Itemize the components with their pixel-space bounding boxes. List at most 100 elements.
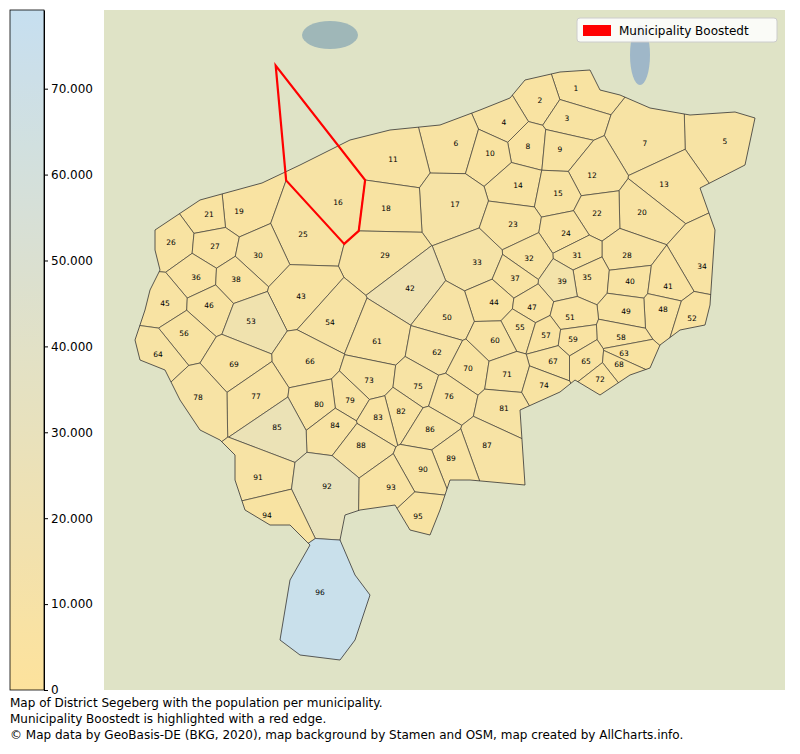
region-label: 50: [442, 313, 452, 322]
region-label: 56: [179, 329, 189, 338]
region-label: 38: [231, 275, 241, 284]
region: [104, 10, 225, 233]
tick-mark: [44, 346, 48, 347]
tick-mark: [44, 432, 48, 433]
colorbar: [10, 10, 44, 690]
region-label: 62: [432, 348, 442, 357]
region-label: 27: [210, 242, 220, 251]
caption: Municipality Boostedt is highlighted wit…: [10, 712, 326, 726]
region-label: 90: [418, 465, 428, 474]
region: [104, 538, 474, 690]
region-label: 3: [565, 114, 570, 123]
region-label: 41: [663, 282, 673, 291]
region-label: 11: [388, 155, 398, 164]
region-label: 93: [386, 483, 396, 492]
region-label: 5: [723, 137, 728, 146]
map-background: [104, 10, 785, 690]
region-label: 12: [587, 171, 597, 180]
region: [104, 111, 194, 272]
region: [604, 26, 685, 176]
region-label: 1: [574, 84, 579, 93]
region: [522, 366, 583, 479]
tick-label: 70.000: [51, 82, 93, 96]
region-label: 32: [524, 254, 534, 263]
legend: Municipality Boostedt: [577, 18, 777, 42]
region: [648, 245, 694, 301]
region: [104, 437, 295, 533]
legend-swatch: [583, 25, 611, 36]
tick-label: 60.000: [51, 168, 93, 182]
region: [568, 136, 628, 196]
region-label: 28: [622, 251, 632, 260]
tick-mark: [44, 604, 48, 605]
region: [344, 298, 410, 365]
region-label: 31: [572, 251, 582, 260]
region-label: 20: [637, 208, 647, 217]
region-label: 59: [568, 335, 578, 344]
region-label: 19: [234, 207, 244, 216]
region-label: 26: [166, 238, 176, 247]
region-label: 80: [314, 400, 324, 409]
district-border: [135, 70, 755, 660]
region-label: 87: [482, 441, 492, 450]
tick: 20.000: [44, 512, 93, 526]
region: [607, 265, 651, 298]
highlight-edge: [276, 66, 365, 244]
region-label: 33: [472, 258, 482, 267]
region-label: 36: [191, 273, 201, 282]
region: [104, 363, 228, 530]
region-label: 54: [325, 318, 335, 327]
region-label: 88: [356, 441, 366, 450]
region-label: 24: [561, 229, 571, 238]
tick-label: 30.000: [51, 426, 93, 440]
region-label: 35: [582, 273, 592, 282]
tick: 70.000: [44, 82, 93, 96]
tick-mark: [44, 175, 48, 176]
region: [104, 489, 315, 684]
region: [484, 163, 542, 207]
region-label: 82: [396, 407, 406, 416]
region: [358, 454, 415, 543]
region-label: 58: [616, 333, 626, 342]
tick: 60.000: [44, 168, 93, 182]
tick-mark: [44, 690, 48, 691]
regions: [104, 10, 785, 690]
region-label: 72: [595, 375, 605, 384]
region-label: 39: [557, 277, 567, 286]
region-label: 67: [548, 357, 558, 366]
region-label: 2: [538, 96, 543, 105]
region-label: 46: [204, 301, 214, 310]
legend-box: [577, 18, 777, 42]
region-label: 16: [333, 198, 343, 207]
region: [628, 149, 725, 223]
region-label: 86: [425, 425, 435, 434]
colorbar-axis-line: [44, 11, 45, 691]
region: [572, 363, 785, 690]
region-label: 89: [446, 454, 456, 463]
region-label: 49: [621, 307, 631, 316]
region-label: 44: [489, 298, 499, 307]
region-label: 15: [553, 189, 563, 198]
caption: Map of District Segeberg with the popula…: [10, 696, 383, 710]
region-label: 84: [330, 421, 340, 430]
tick-label: 50.000: [51, 254, 93, 268]
region-label: 29: [380, 251, 390, 260]
tick-mark: [44, 518, 48, 519]
region: [426, 10, 528, 142]
region-label: 18: [381, 204, 391, 213]
region-label: 83: [373, 413, 383, 422]
tick-mark: [44, 89, 48, 90]
region-label: 60: [490, 336, 500, 345]
region-label: 6: [454, 139, 459, 148]
region-label: 69: [229, 360, 239, 369]
region-label: 42: [405, 284, 415, 293]
tick: 10.000: [44, 597, 93, 611]
region-label: 78: [193, 393, 203, 402]
region-label: 94: [262, 511, 272, 520]
region-label: 25: [298, 230, 308, 239]
region-label: 43: [296, 292, 306, 301]
region: [602, 350, 785, 593]
tick-label: 40.000: [51, 340, 93, 354]
region-label: 70: [463, 364, 473, 373]
region-label: 73: [364, 376, 374, 385]
